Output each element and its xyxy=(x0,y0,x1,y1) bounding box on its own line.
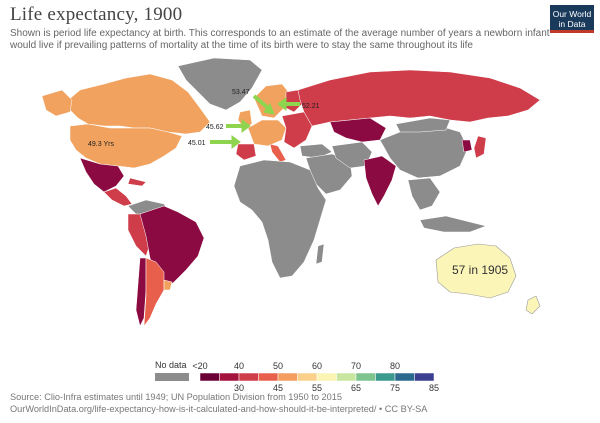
usa-value-label: 49.3 Yrs xyxy=(88,141,114,148)
legend-bin[interactable] xyxy=(199,372,220,382)
arrowhead-4501 xyxy=(231,135,241,149)
value-label-4501: 45.01 xyxy=(188,140,206,147)
chart-title: Life expectancy, 1900 xyxy=(10,4,183,25)
legend-bin[interactable] xyxy=(375,372,396,382)
legend-tick-bottom: 65 xyxy=(351,383,361,393)
legend-bin[interactable] xyxy=(355,372,376,382)
region-russia[interactable] xyxy=(297,69,541,127)
region-new-zealand[interactable] xyxy=(525,295,541,315)
legend-tick-bottom: 30 xyxy=(234,383,244,393)
arrowhead-5347 xyxy=(263,102,275,115)
legend-bin[interactable] xyxy=(394,372,415,382)
legend-tick-top: 70 xyxy=(351,361,361,371)
annotation-arrows xyxy=(210,94,300,149)
legend-tick-top: 60 xyxy=(312,361,322,371)
value-label-5347: 53.47 xyxy=(232,89,250,96)
region-central-asia[interactable] xyxy=(329,117,387,143)
region-argentina[interactable] xyxy=(143,257,165,327)
chart-subtitle: Shown is period life expectancy at birth… xyxy=(10,28,550,51)
source-text: Source: Clio-Infra estimates until 1949;… xyxy=(10,392,342,402)
region-india[interactable] xyxy=(363,155,397,207)
region-western-europe[interactable] xyxy=(247,119,287,147)
region-africa[interactable] xyxy=(233,159,327,279)
region-australia[interactable] xyxy=(435,243,517,299)
region-mexico[interactable] xyxy=(79,157,125,193)
logo-line-2: in Data xyxy=(558,19,586,29)
legend-tick-top: 80 xyxy=(390,361,400,371)
legend-bin[interactable] xyxy=(277,372,298,382)
region-iberia[interactable] xyxy=(235,143,257,161)
owid-logo[interactable]: Our World in Data xyxy=(550,5,594,33)
legend-no-data-label: No data xyxy=(155,360,187,370)
legend-tick-bottom: 75 xyxy=(390,383,400,393)
source-url[interactable]: OurWorldInData.org/life-expectancy-how-i… xyxy=(10,404,428,414)
logo-line-1: Our World xyxy=(552,9,592,19)
value-label-5221: 52.21 xyxy=(302,103,320,110)
legend-bin[interactable] xyxy=(414,372,435,382)
legend-tick-top: 50 xyxy=(273,361,283,371)
legend-bin[interactable] xyxy=(316,372,337,382)
region-italy[interactable] xyxy=(269,143,287,163)
legend-bin[interactable] xyxy=(297,372,318,382)
legend-bin[interactable] xyxy=(258,372,279,382)
region-caribbean[interactable] xyxy=(127,177,147,187)
region-se-asia[interactable] xyxy=(407,177,441,211)
legend-bin[interactable] xyxy=(336,372,357,382)
legend-tick-bottom: 85 xyxy=(429,383,439,393)
legend-tick-bottom: 45 xyxy=(273,383,283,393)
arrowhead-5221 xyxy=(277,97,287,111)
region-uruguay[interactable] xyxy=(163,279,173,291)
value-label-4562: 45.62 xyxy=(206,124,224,131)
region-alaska[interactable] xyxy=(41,89,73,117)
region-madagascar[interactable] xyxy=(315,243,325,265)
legend-bin[interactable] xyxy=(238,372,259,382)
legend-bin[interactable] xyxy=(219,372,240,382)
region-mongolia[interactable] xyxy=(395,117,451,133)
arrow-5347 xyxy=(252,94,270,110)
region-indonesia[interactable] xyxy=(419,215,487,233)
region-japan[interactable] xyxy=(473,135,487,159)
region-greenland[interactable] xyxy=(177,57,263,111)
region-central-america[interactable] xyxy=(103,187,133,207)
arrowhead-4562 xyxy=(241,119,251,133)
australia-annotation: 57 in 1905 xyxy=(452,263,508,277)
region-usa[interactable] xyxy=(69,123,183,169)
legend-tick-bottom: 55 xyxy=(312,383,322,393)
footer: Source: Clio-Infra estimates until 1949;… xyxy=(10,391,427,415)
legend-tick-top: 40 xyxy=(234,361,244,371)
legend-no-data-swatch[interactable] xyxy=(155,373,189,381)
region-korea[interactable] xyxy=(461,139,473,153)
legend-tick-top: <20 xyxy=(192,361,207,371)
legend: No data <20 40 50 60 70 80 30 45 55 65 75 85 xyxy=(155,360,439,393)
